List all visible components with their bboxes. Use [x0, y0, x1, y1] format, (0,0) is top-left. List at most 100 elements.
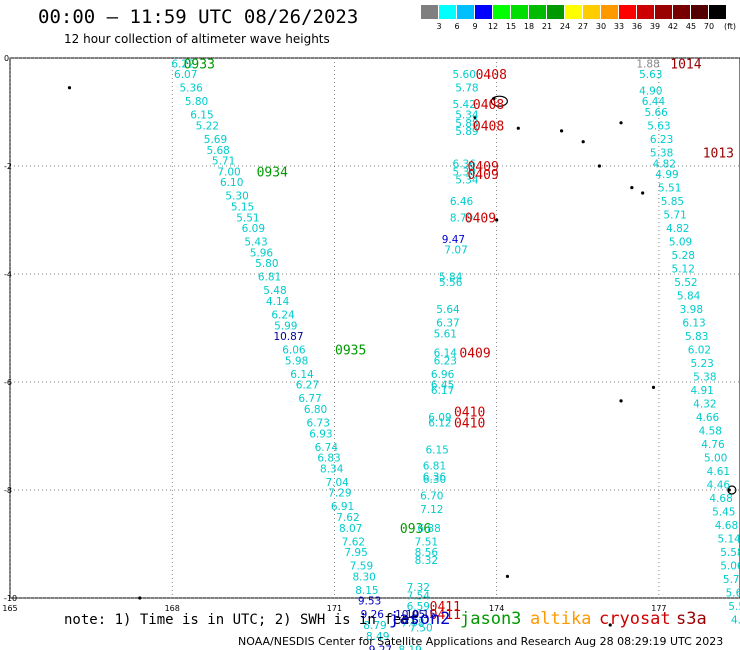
swh-value-label: 7.54: [407, 590, 431, 602]
pass-time-label: 1014: [670, 57, 701, 72]
pass-time-label: 0410: [454, 406, 485, 421]
swh-value-label: 5.64: [436, 304, 460, 316]
island-mark: [651, 385, 656, 389]
swh-value-label: 7.32: [407, 582, 430, 594]
swh-value-label: 6.46: [450, 196, 474, 208]
legend-tick-label: 70: [703, 22, 715, 31]
pass-time-label: 0408: [473, 98, 504, 113]
pass-time-label: 0934: [257, 165, 288, 180]
pass-time-label: 0411: [430, 600, 461, 615]
swh-value-label: 6.91: [331, 501, 354, 513]
swh-value-label: 7.07: [444, 245, 467, 257]
swh-value-label: 6.24: [271, 310, 295, 322]
legend-swatch: [439, 5, 457, 19]
legend-swatch: [709, 5, 727, 19]
swh-value-label: 8.19: [398, 644, 421, 650]
island-mark: [473, 115, 477, 119]
legend-tick-label: 36: [631, 22, 643, 31]
legend-tick-label: 42: [667, 22, 679, 31]
swh-value-label: 7.04: [325, 477, 349, 489]
swh-value-label: 5.48: [263, 285, 286, 297]
swh-value-label: 5.71: [212, 156, 235, 168]
swh-value-label: 6.15: [190, 110, 213, 122]
swh-value-label: 5.80: [255, 258, 278, 270]
satellite-label-cryosat: cryosat: [599, 609, 671, 629]
legend-tick-label: 33: [613, 22, 625, 31]
swh-value-label: 5.60: [453, 69, 476, 81]
swh-value-label: 5.42: [453, 99, 476, 111]
swh-value-label: 7.50: [409, 623, 432, 635]
swh-value-label: 5.52: [674, 277, 697, 289]
swh-value-label: 9.47: [442, 234, 465, 246]
legend-tick-label: 9: [472, 22, 478, 31]
page-title: 00:00 — 11:59 UTC 08/26/2023: [38, 6, 359, 28]
legend-swatch: [601, 5, 619, 19]
swh-value-label: 4.66: [696, 412, 720, 424]
swh-value-label: 5.77: [723, 574, 740, 586]
swh-value-label: 6.12: [428, 418, 451, 430]
island-mark: [641, 191, 645, 195]
swh-value-label: 5.80: [185, 96, 208, 108]
swh-value-label: 4.68: [715, 520, 738, 532]
swh-value-label: 10.15: [406, 609, 436, 621]
y-tick-label: -8: [4, 486, 12, 495]
swh-value-label: 4.99: [655, 169, 678, 181]
y-tick-label: -2: [4, 162, 12, 171]
swh-value-label: 6.09: [242, 223, 265, 235]
satellite-label-jason2: jason2: [389, 609, 451, 629]
swh-value-label: 1.88: [636, 58, 659, 70]
island-mark: [630, 186, 634, 190]
swh-value-label: 6.83: [317, 453, 340, 465]
pass-time-label: 0408: [476, 68, 507, 83]
pass-time-label: 0409: [467, 168, 498, 183]
swh-value-label: 8.79: [450, 212, 473, 224]
swh-value-label: 4.82: [666, 223, 689, 235]
swh-value-label: 4.32: [693, 399, 716, 411]
pass-time-label: 0936: [400, 522, 431, 537]
island-mark: [495, 218, 499, 222]
swh-value-label: 5.14: [717, 534, 740, 546]
swh-value-label: 6.74: [315, 442, 339, 454]
x-tick-label: 174: [489, 604, 504, 613]
swh-value-label: 5.63: [639, 69, 662, 81]
swh-value-label: 6.27: [296, 380, 319, 392]
swh-value-label: 6.93: [309, 428, 332, 440]
swh-value-label: 5.34: [455, 175, 479, 187]
swh-value-label: 4.91: [690, 385, 713, 397]
legend-swatch: [691, 5, 709, 19]
swh-value-label: 6.36: [423, 472, 447, 484]
legend-swatch: [565, 5, 583, 19]
x-tick-label: 165: [2, 604, 17, 613]
swh-value-label: 6.77: [298, 393, 321, 405]
swh-value-label: 6.81: [423, 461, 446, 473]
swh-value-label: 6.36: [453, 158, 477, 170]
swh-value-label: 7.59: [350, 561, 373, 573]
swh-value-label: 9.26: [361, 609, 385, 621]
legend-tick-label: 12: [487, 22, 499, 31]
swh-value-label: 5.71: [663, 210, 686, 222]
pass-time-label: 0410: [454, 417, 485, 432]
island-mark: [516, 126, 520, 130]
swh-value-label: 6.73: [307, 418, 330, 430]
legend-swatch: [655, 5, 673, 19]
swh-value-label: 5.56: [439, 277, 463, 289]
legend-tick-label: 30: [595, 22, 607, 31]
swh-value-label: 9.27: [369, 644, 392, 650]
swh-value-label: 5.63: [647, 121, 670, 133]
plot-frame: [9, 57, 740, 599]
legend-swatch: [457, 5, 475, 19]
legend-tick-label: 24: [559, 22, 571, 31]
swh-value-label: 6.14: [290, 369, 314, 381]
swh-value-label: 5.96: [250, 247, 274, 259]
swh-value-label: 6.02: [688, 345, 711, 357]
swh-value-label: 5.22: [196, 121, 219, 133]
swh-value-label: 6.15: [425, 445, 448, 457]
swh-value-label: 5.30: [453, 166, 476, 178]
y-tick-label: -10: [4, 594, 17, 603]
swh-value-label: 5.84: [439, 272, 463, 284]
y-tick-label: -6: [4, 378, 12, 387]
legend-swatch: [619, 5, 637, 19]
swh-value-label: 5.30: [225, 191, 248, 203]
swh-value-label: 5.51: [658, 183, 681, 195]
